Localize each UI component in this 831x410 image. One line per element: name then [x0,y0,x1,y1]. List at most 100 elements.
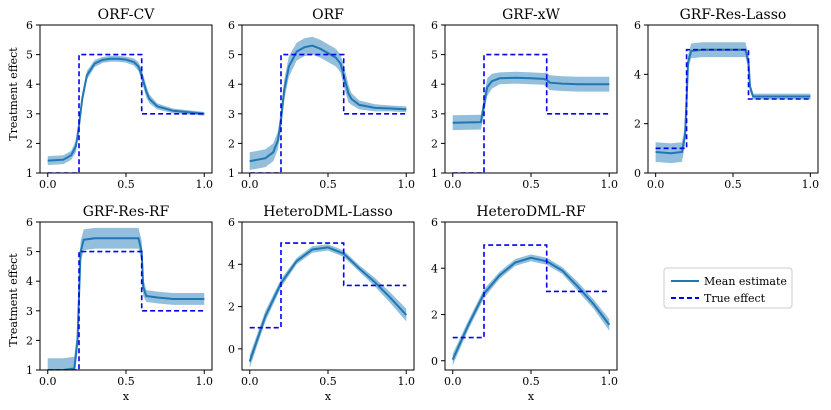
panel-7-confidence-band [452,254,610,366]
panel-5-xtick-label: 0.0 [39,375,57,388]
panel-4-mean-line [655,48,811,155]
panel-3-ytick-label: 2 [431,137,438,150]
panel-4-ytick-label: 2 [634,118,641,131]
panel-1-true-line [47,53,205,173]
panel-4-ytick-label: 0 [634,167,641,180]
panel-4-title: GRF-Res-Lasso [680,7,787,23]
panel-4-ytick-label: 6 [634,19,641,32]
panel-1-confidence-band [47,55,205,165]
panel-6-true-line [249,242,407,329]
panel-3: GRF-xW 0.0 0.5 1.0 1 2 3 4 5 6 [431,7,618,191]
panel-7-ytick-label: 6 [431,216,438,229]
panel-5: GRF-Res-RF 0.0 0.5 1.0 1 2 3 4 5 6 [26,204,213,388]
panel-2: ORF 0.0 0.5 1.0 1 2 3 4 5 6 [228,7,415,191]
panel-4-xtick-label: 0.0 [647,178,665,191]
panel-6-mean-line [248,246,408,362]
panel-5-mean-line [47,237,205,370]
panel-6-ytick-label: 0 [228,343,235,356]
panel-4-confidence-band [655,42,811,164]
panel-3-confidence-band [452,71,610,131]
ylabel-row1: Treatment effect [7,47,20,141]
panel-3-mean-line [452,76,610,124]
panel-3-xtick-label: 0.5 [522,178,540,191]
panel-4-true-line [655,48,811,150]
panel-2-title: ORF [312,7,344,23]
panel-1-xtick-label: 0.0 [39,178,57,191]
panel-4-xtick-label: 0.5 [724,178,742,191]
panel-2-ytick-label: 3 [228,108,235,121]
panel-5-ytick-label: 3 [26,305,33,318]
panel-3-ytick-label: 4 [431,78,438,91]
panel-2-ytick-label: 6 [228,19,235,32]
panel-3-ytick-label: 5 [431,49,438,62]
panel-7-ytick-label: 0 [431,355,438,368]
panel-1-ytick-label: 6 [26,19,33,32]
legend-true-label: True effect [704,292,766,305]
panel-2-ytick-label: 2 [228,137,235,150]
panel-2-xtick-label: 0.0 [241,178,259,191]
ylabel-row2: Treatment effect [7,253,20,347]
panel-5-ytick-label: 6 [26,216,33,229]
panel-7-mean-line [451,256,611,361]
panel-3-ytick-label: 6 [431,19,438,32]
panel-1-frame [39,24,213,174]
panel-3-true-line [452,53,610,173]
panel-4-xtick-label: 1.0 [802,178,820,191]
panel-5-xtick-label: 1.0 [196,375,214,388]
panel-2-ytick-label: 1 [228,167,235,180]
panel-5-title: GRF-Res-RF [83,204,170,220]
panel-7: HeteroDML-RF 0.0 0.5 1.0 0 2 4 6 [431,204,618,388]
panel-2-ytick-label: 4 [228,78,235,91]
panel-5-ytick-label: 2 [26,334,33,347]
panel-5-xtick-label: 0.5 [117,375,135,388]
panel-2-xtick-label: 0.5 [319,178,337,191]
panel-1-ytick-label: 4 [26,78,33,91]
panel-7-ytick-label: 4 [431,262,438,275]
panel-4: GRF-Res-Lasso 0.0 0.5 1.0 0 2 4 6 [634,7,819,191]
panel-6-xtick-label: 0.0 [241,375,259,388]
panel-1-ytick-label: 2 [26,137,33,150]
panel-4-ytick-label: 4 [634,68,641,81]
panel-7-true-line [452,244,610,339]
panel-7-frame [444,221,618,371]
panel-1-ytick-label: 1 [26,167,33,180]
panel-1-mean-line [47,57,205,162]
panel-5-ytick-label: 1 [26,364,33,377]
panel-1-ytick-label: 3 [26,108,33,121]
panel-7-xtick-label: 0.5 [522,375,540,388]
panel-6: HeteroDML-Lasso 0.0 0.5 1.0 0 2 4 6 [228,204,415,388]
panel-6-confidence-band [249,244,407,368]
xlabel-panel-6: x [325,390,332,403]
panel-7-title: HeteroDML-RF [476,204,586,220]
panel-1: ORF-CV 0.0 0.5 1.0 1 2 3 4 5 6 [26,7,213,191]
panel-7-xtick-label: 1.0 [601,375,619,388]
panel-5-ytick-label: 4 [26,275,33,288]
panel-2-ytick-label: 5 [228,49,235,62]
panel-3-title: GRF-xW [502,7,560,23]
panel-6-ytick-label: 6 [228,216,235,229]
panel-6-ytick-label: 2 [228,301,235,314]
panel-3-xtick-label: 1.0 [601,178,619,191]
panel-7-xtick-label: 0.0 [444,375,462,388]
panel-5-ytick-label: 5 [26,246,33,259]
panel-5-true-line [47,250,205,370]
panel-2-true-line [249,53,407,173]
panel-6-title: HeteroDML-Lasso [263,204,393,220]
panel-1-title: ORF-CV [98,7,156,23]
panel-1-ytick-label: 5 [26,49,33,62]
panel-2-xtick-label: 1.0 [398,178,416,191]
panel-1-xtick-label: 0.5 [117,178,135,191]
panel-6-xtick-label: 0.5 [319,375,337,388]
panel-2-mean-line [249,44,407,163]
legend: Mean estimate True effect [663,267,793,309]
panel-7-ytick-label: 2 [431,309,438,322]
panel-3-ytick-label: 1 [431,167,438,180]
panel-3-xtick-label: 0.0 [444,178,462,191]
panel-6-xtick-label: 1.0 [398,375,416,388]
xlabel-panel-7: x [528,390,535,403]
panel-3-frame [444,24,618,174]
legend-mean-label: Mean estimate [704,275,787,288]
panel-1-xtick-label: 1.0 [196,178,214,191]
